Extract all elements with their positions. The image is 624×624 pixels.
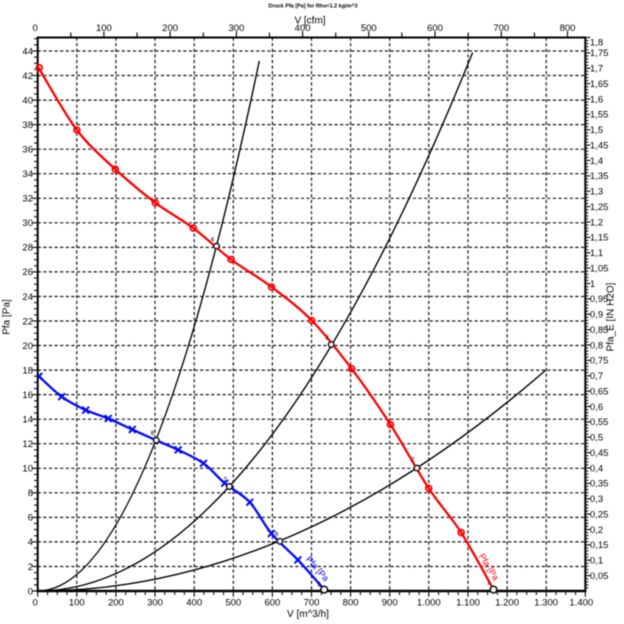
svg-text:300: 300 — [147, 598, 163, 609]
svg-text:1,3: 1,3 — [590, 187, 603, 198]
svg-text:200: 200 — [108, 598, 124, 609]
svg-text:Druck Pfa [Pa] for Rho=1.2 kg/: Druck Pfa [Pa] for Rho=1.2 kg/m^3 — [268, 4, 357, 10]
svg-text:100: 100 — [96, 23, 112, 34]
svg-text:12: 12 — [22, 439, 33, 450]
svg-text:10: 10 — [22, 464, 33, 475]
svg-text:0,3: 0,3 — [590, 494, 603, 505]
svg-text:0,35: 0,35 — [590, 479, 609, 490]
svg-text:300: 300 — [228, 23, 244, 34]
svg-text:14: 14 — [22, 415, 33, 426]
svg-text:0: 0 — [28, 586, 33, 597]
svg-text:1.400: 1.400 — [569, 598, 593, 609]
svg-text:4: 4 — [210, 237, 214, 244]
svg-text:100: 100 — [69, 598, 85, 609]
svg-text:1,6: 1,6 — [590, 94, 603, 105]
svg-text:1: 1 — [590, 279, 595, 290]
svg-text:1,7: 1,7 — [590, 64, 603, 75]
svg-text:800: 800 — [343, 598, 359, 609]
svg-text:1,05: 1,05 — [590, 263, 609, 274]
svg-text:34: 34 — [22, 169, 33, 180]
svg-text:200: 200 — [162, 23, 178, 34]
svg-text:1,55: 1,55 — [590, 110, 609, 121]
svg-text:0,05: 0,05 — [590, 571, 609, 582]
svg-text:0,65: 0,65 — [590, 386, 609, 397]
svg-text:24: 24 — [22, 292, 33, 303]
svg-text:0,4: 0,4 — [590, 463, 603, 474]
svg-text:900: 900 — [382, 598, 398, 609]
svg-text:1,2: 1,2 — [590, 217, 603, 228]
svg-text:42: 42 — [22, 71, 33, 82]
svg-text:V [m^3/h]: V [m^3/h] — [287, 609, 329, 620]
svg-text:800: 800 — [560, 23, 576, 34]
svg-text:18: 18 — [22, 365, 33, 376]
svg-text:500: 500 — [225, 598, 241, 609]
svg-text:0,75: 0,75 — [590, 356, 609, 367]
svg-text:1,45: 1,45 — [590, 140, 609, 151]
svg-text:8: 8 — [28, 488, 33, 499]
svg-text:0,1: 0,1 — [590, 556, 603, 567]
svg-text:38: 38 — [22, 120, 33, 131]
svg-text:30: 30 — [22, 218, 33, 229]
svg-text:1,1: 1,1 — [590, 248, 603, 259]
svg-text:26: 26 — [22, 267, 33, 278]
svg-text:1,5: 1,5 — [590, 125, 603, 136]
svg-text:0: 0 — [33, 23, 38, 34]
svg-text:32: 32 — [22, 194, 33, 205]
svg-text:0,6: 0,6 — [590, 402, 603, 413]
svg-text:400: 400 — [186, 598, 202, 609]
svg-text:1,4: 1,4 — [590, 156, 603, 167]
svg-text:16: 16 — [22, 390, 33, 401]
svg-text:0,8: 0,8 — [590, 340, 603, 351]
svg-text:400: 400 — [295, 23, 311, 34]
svg-text:Pfa_E [IN H2O]: Pfa_E [IN H2O] — [606, 282, 617, 351]
svg-text:0,7: 0,7 — [590, 371, 603, 382]
svg-text:2: 2 — [411, 457, 415, 464]
svg-text:1.100: 1.100 — [456, 598, 480, 609]
svg-text:44: 44 — [22, 46, 33, 57]
svg-text:1,25: 1,25 — [590, 202, 609, 213]
svg-text:0,85: 0,85 — [590, 325, 609, 336]
svg-text:0,55: 0,55 — [590, 417, 609, 428]
svg-text:1.000: 1.000 — [417, 598, 441, 609]
svg-text:36: 36 — [22, 145, 33, 156]
svg-text:3: 3 — [325, 335, 329, 342]
svg-text:2: 2 — [28, 562, 33, 573]
svg-text:V [cfm]: V [cfm] — [294, 16, 325, 27]
svg-text:20: 20 — [22, 341, 33, 352]
svg-text:600: 600 — [427, 23, 443, 34]
svg-text:5: 5 — [317, 582, 321, 589]
svg-text:1,35: 1,35 — [590, 171, 609, 182]
svg-text:4: 4 — [28, 537, 33, 548]
svg-text:1.300: 1.300 — [534, 598, 558, 609]
svg-text:1: 1 — [487, 580, 491, 587]
svg-text:0,9: 0,9 — [590, 310, 603, 321]
svg-text:700: 700 — [493, 23, 509, 34]
svg-text:6: 6 — [275, 531, 279, 538]
svg-text:40: 40 — [22, 95, 33, 106]
svg-text:1,8: 1,8 — [590, 37, 603, 48]
svg-text:600: 600 — [264, 598, 280, 609]
svg-text:500: 500 — [361, 23, 377, 34]
svg-text:1,65: 1,65 — [590, 79, 609, 90]
svg-text:Pfa [Pa]: Pfa [Pa] — [2, 299, 13, 335]
svg-text:0,95: 0,95 — [590, 294, 609, 305]
svg-text:7: 7 — [223, 477, 227, 484]
svg-text:0,15: 0,15 — [590, 540, 609, 551]
svg-text:8: 8 — [151, 430, 155, 437]
svg-text:0,5: 0,5 — [590, 433, 603, 444]
svg-text:1.200: 1.200 — [495, 598, 519, 609]
svg-text:1,75: 1,75 — [590, 48, 609, 59]
svg-text:700: 700 — [304, 598, 320, 609]
svg-text:6: 6 — [28, 513, 33, 524]
svg-text:22: 22 — [22, 316, 33, 327]
svg-text:0: 0 — [33, 598, 38, 609]
svg-text:28: 28 — [22, 243, 33, 254]
svg-text:0,25: 0,25 — [590, 509, 609, 520]
svg-text:0,45: 0,45 — [590, 448, 609, 459]
svg-text:1,15: 1,15 — [590, 233, 609, 244]
svg-text:0,2: 0,2 — [590, 525, 603, 536]
